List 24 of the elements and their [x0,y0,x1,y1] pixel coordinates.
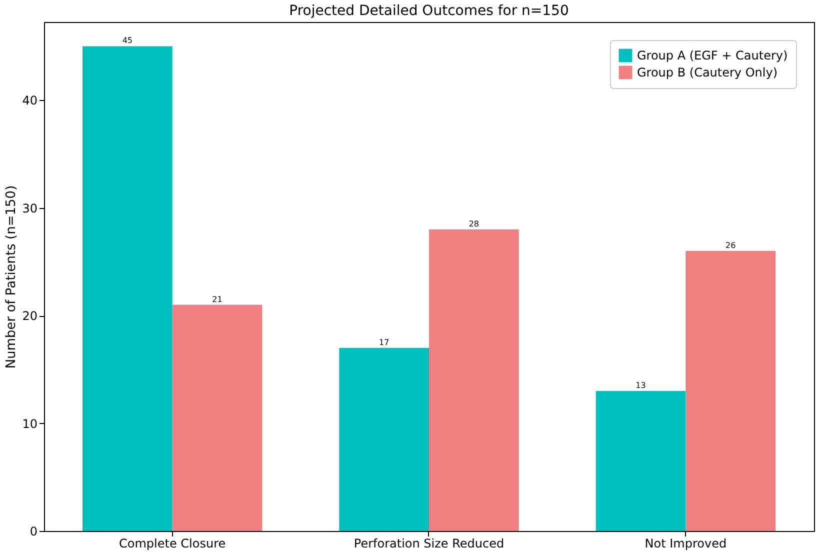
y-tick-label: 30 [22,201,38,216]
data-label: 17 [378,338,390,347]
chart-title: Projected Detailed Outcomes for n=150 [289,3,569,19]
y-axis-title: Number of Patients (n=150) [4,185,20,369]
bar [172,304,262,531]
bar [82,46,172,531]
data-label: 26 [725,240,736,250]
bar [686,250,776,531]
x-tick-label: Perforation Size Reduced [354,536,504,550]
y-tick-label: 0 [30,524,38,538]
bar [339,348,429,531]
bar [429,229,519,531]
bar [596,390,686,531]
x-tick-label: Complete Closure [119,536,226,550]
legend-label: Group A (EGF + Cautery) [637,48,788,62]
data-label: 13 [636,380,646,390]
y-tick-label: 40 [22,94,38,108]
x-tick-label: Not Improved [644,536,727,550]
legend-label: Group B (Cautery Only) [637,66,778,80]
data-label: 21 [212,294,222,304]
y-tick-label: 10 [22,416,38,431]
y-tick-label: 20 [22,309,38,324]
data-label: 28 [468,219,480,228]
data-label: 45 [122,36,133,46]
